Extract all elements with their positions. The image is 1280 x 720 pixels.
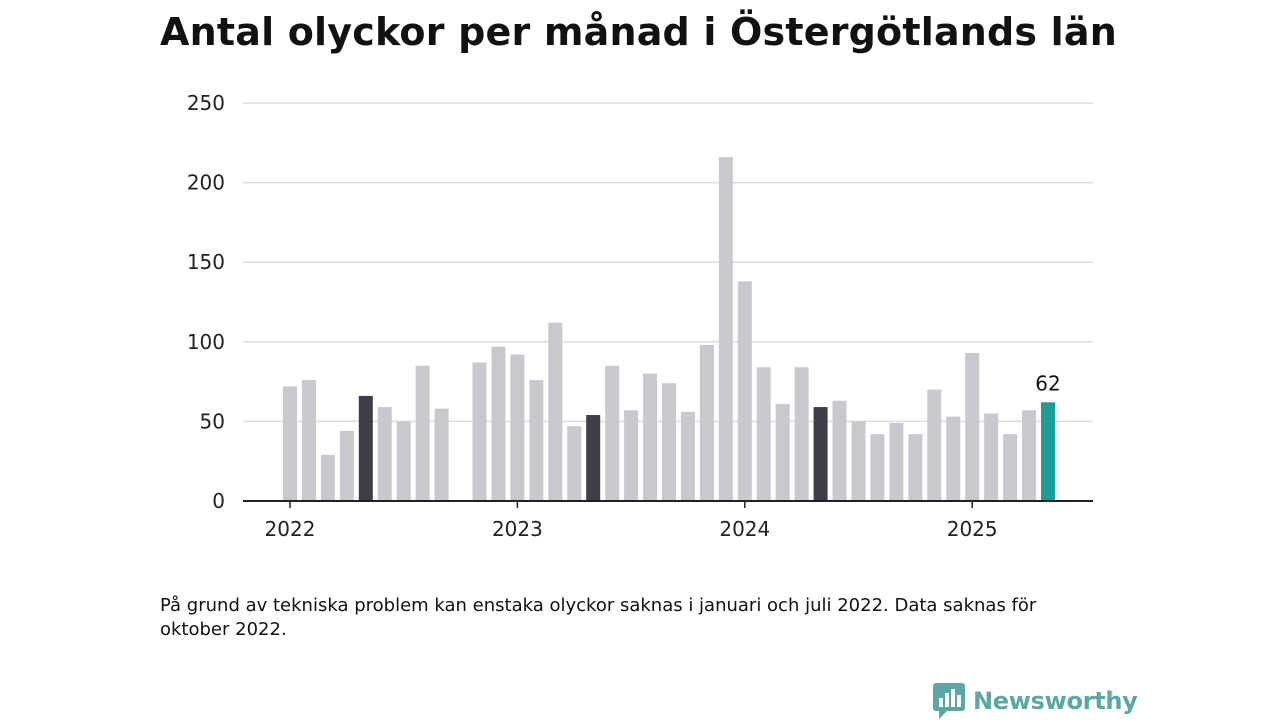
x-tick-label: 2023 [492, 517, 543, 541]
newsworthy-logo-icon [933, 683, 965, 719]
bar-2023-10 [680, 411, 695, 501]
bar-2022-04 [339, 430, 354, 501]
bar-2022-11 [472, 362, 487, 501]
bar-2024-01 [737, 281, 752, 501]
bar-2024-07 [851, 421, 866, 501]
bar-2022-02 [301, 380, 316, 501]
bar-2022-05 [358, 395, 373, 501]
brand-name: Newsworthy [973, 687, 1138, 715]
bar-2025-03 [1003, 434, 1018, 501]
y-tick-label: 0 [212, 489, 225, 513]
bar-2024-05 [813, 407, 828, 501]
x-tick-label: 2024 [719, 517, 770, 541]
bar-2022-06 [377, 407, 392, 501]
bar-2023-07 [624, 410, 639, 501]
bar-2024-12 [946, 416, 961, 501]
y-tick-label: 50 [200, 409, 225, 433]
bar-chart: 0 50 100 150 200 250 2022 2023 2024 2025 62 [187, 91, 1093, 541]
bar-2024-06 [832, 400, 847, 501]
x-axis: 2022 2023 2024 2025 [243, 500, 1093, 541]
bar-2023-12 [718, 157, 733, 502]
bar-2024-11 [927, 389, 942, 501]
bar-2022-08 [415, 365, 430, 501]
footnote: På grund av tekniska problem kan enstaka… [160, 595, 1037, 640]
y-tick-label: 200 [187, 171, 225, 195]
bar-2023-09 [662, 383, 676, 501]
bar-2022-01 [283, 386, 297, 501]
bar-2023-01 [510, 354, 525, 501]
bar-2023-08 [643, 373, 658, 501]
bar-2023-02 [529, 380, 544, 501]
newsworthy-logo: Newsworthy [933, 683, 1138, 719]
bar-2022-12 [491, 346, 506, 501]
bar-2023-05 [586, 415, 601, 501]
bar-2024-02 [756, 367, 771, 501]
y-tick-label: 150 [187, 250, 225, 274]
x-tick-label: 2025 [947, 517, 998, 541]
y-tick-label: 250 [187, 91, 225, 115]
data-labels: 62 [1035, 371, 1060, 395]
bar-2023-11 [699, 344, 714, 501]
bar-2022-07 [396, 421, 411, 501]
bar-2024-04 [794, 367, 809, 501]
latest-value-label: 62 [1035, 371, 1060, 395]
x-tick-label: 2022 [265, 517, 316, 541]
bar-2024-09 [889, 422, 904, 501]
bar-2024-08 [870, 434, 885, 501]
bar-2023-06 [605, 365, 620, 501]
bars [283, 157, 1055, 502]
bar-2022-03 [320, 454, 335, 501]
bar-2025-02 [984, 413, 999, 501]
chart-title: Antal olyckor per månad i Östergötlands … [160, 10, 1118, 54]
bar-2023-03 [548, 322, 563, 501]
y-tick-label: 100 [187, 330, 225, 354]
y-axis: 0 50 100 150 200 250 [187, 91, 225, 513]
bar-2025-01 [965, 352, 980, 501]
bar-2025-04 [1022, 410, 1037, 501]
bar-2025-05 [1041, 402, 1055, 501]
bar-2024-03 [775, 403, 790, 501]
bar-2024-10 [908, 434, 923, 501]
bar-2022-09 [434, 408, 449, 501]
bar-2023-04 [567, 426, 582, 501]
